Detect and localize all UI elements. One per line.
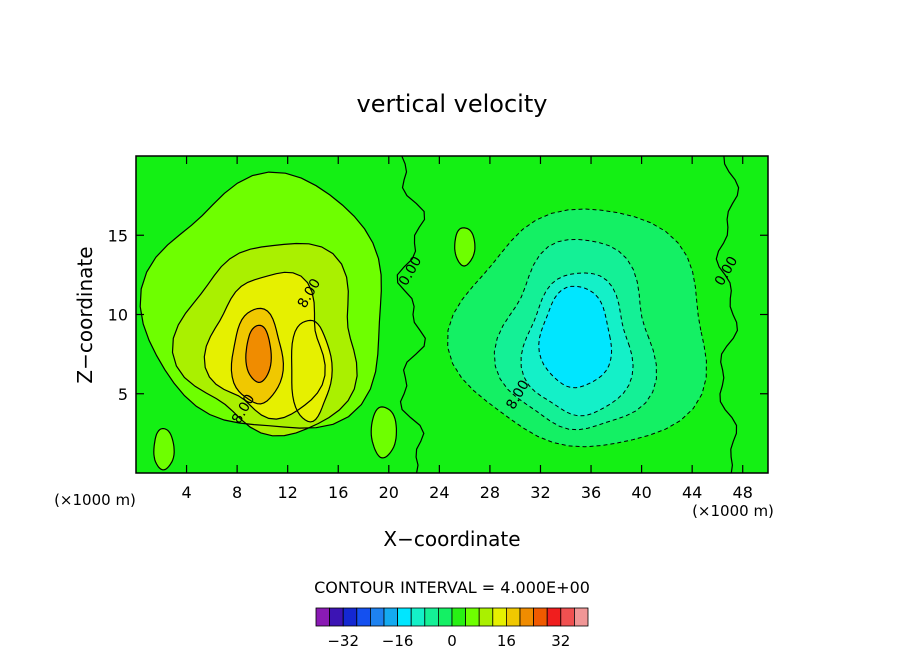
colorbar-cell [329,607,344,627]
downdraft-region-0-contour [447,208,707,448]
colorbar-cell [505,607,521,627]
contour-interval-text: CONTOUR INTERVAL = 4.000E+00 [314,578,590,597]
x-tick-label: 20 [379,483,399,502]
pocket-c [153,428,175,470]
colorbar-cell [451,607,467,627]
pocket-b [454,227,475,266]
pocket-a-contour [370,406,397,459]
colorbar-cell [383,607,399,627]
x-unit-right: (×1000 m) [692,502,774,520]
updraft-core-right-contour [290,319,333,423]
colorbar-cell [560,607,575,627]
zero-contour-mid [396,156,426,473]
x-tick-label: 32 [530,483,550,502]
x-tick-label: 12 [278,483,298,502]
plot-area: 8.000.008.00 8.000.00 [135,155,769,474]
colorbar-tick-label: 16 [497,632,516,650]
x-tick-label: 48 [733,483,753,502]
pocket-b-contour [454,227,476,267]
x-tick-label: 28 [480,483,500,502]
updraft-region-4-contour [139,171,382,429]
updraft-core-right [291,320,333,422]
colorbar-cell [369,607,385,627]
colorbar-cell [465,607,480,627]
colorbar-cell [546,607,562,627]
x-tick-label: 8 [232,483,242,502]
colorbar-cell [397,607,412,627]
zero-contour-right [715,156,740,473]
colorbar-cell [437,607,453,627]
x-tick-label: 16 [328,483,348,502]
colorbar-tick-label: −32 [327,632,359,650]
pocket-a [371,406,397,458]
updraft-region-8-contour [171,242,358,437]
downdraft-region-4-contour [493,238,657,431]
colorbar-cell [478,607,494,627]
colorbar-cell [356,607,371,627]
x-tick-label: 4 [181,483,191,502]
colorbar-cell [424,607,439,627]
colorbar-cell [519,607,535,627]
y-tick-label: 10 [108,306,128,325]
colorbar-cell [492,607,507,627]
pocket-c-contour [153,428,175,471]
x-unit-left: (×1000 m) [54,491,136,509]
updraft-peak [245,325,272,383]
chart-title: vertical velocity [357,90,548,118]
y-tick-label: 5 [118,385,128,404]
colorbar-cell [533,607,548,627]
downdraft-core-contour [538,285,613,389]
x-tick-label: 44 [682,483,702,502]
updraft-core-left-contour [230,307,285,405]
colorbar-cell [410,607,426,627]
colorbar: −32 −16 0 16 32 [315,607,589,650]
x-axis-label: X−coordinate [383,527,520,551]
colorbar-tick-label: 32 [551,632,570,650]
y-axis: 5 10 15 [108,226,768,404]
downdraft-region-8-contour [520,272,634,417]
y-axis-label: Z−coordinate [73,246,97,383]
colorbar-cell [342,607,358,627]
updraft-peak-contour [245,324,272,384]
x-axis: 4 8 12 16 20 24 28 32 36 40 44 48 [181,156,753,502]
x-tick-label: 40 [631,483,651,502]
colorbar-tick-label: 0 [447,632,457,650]
colorbar-tick-label: −16 [382,632,414,650]
colorbar-cell [315,607,331,627]
colorbar-cell [574,607,589,627]
updraft-region-12-contour [203,271,326,420]
downdraft-core [538,286,612,388]
x-tick-label: 24 [429,483,449,502]
y-tick-label: 15 [108,226,128,245]
x-tick-label: 36 [581,483,601,502]
